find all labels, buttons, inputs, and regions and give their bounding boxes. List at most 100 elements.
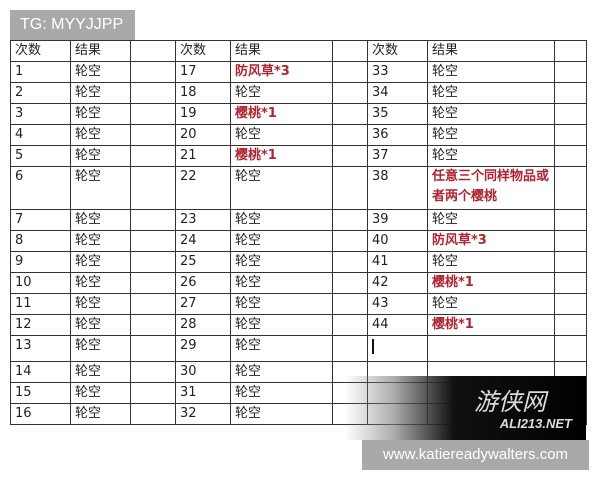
num-cell[interactable]: 33 xyxy=(367,61,428,83)
num-cell[interactable]: 21 xyxy=(175,145,231,167)
num-cell[interactable]: 30 xyxy=(175,361,231,383)
result-cell[interactable]: 轮空 xyxy=(230,403,333,425)
result-cell[interactable]: 轮空 xyxy=(230,166,333,210)
empty-cell[interactable] xyxy=(554,230,587,252)
num-cell[interactable]: 31 xyxy=(175,382,231,404)
result-cell[interactable]: 轮空 xyxy=(230,251,333,273)
empty-cell[interactable] xyxy=(332,82,368,104)
result-cell[interactable]: 轮空 xyxy=(70,293,131,315)
result-cell[interactable] xyxy=(427,335,555,362)
empty-cell[interactable] xyxy=(332,293,368,315)
result-cell[interactable]: 轮空 xyxy=(230,335,333,362)
result-cell[interactable]: 轮空 xyxy=(427,61,555,83)
empty-cell[interactable] xyxy=(554,61,587,83)
empty-cell[interactable] xyxy=(332,61,368,83)
empty-cell[interactable] xyxy=(130,314,176,336)
num-cell[interactable]: 14 xyxy=(10,361,71,383)
result-cell[interactable]: 轮空 xyxy=(230,124,333,146)
result-cell[interactable]: 轮空 xyxy=(427,103,555,125)
num-cell[interactable]: 5 xyxy=(10,145,71,167)
num-cell[interactable]: 37 xyxy=(367,145,428,167)
result-cell[interactable]: 轮空 xyxy=(70,82,131,104)
result-cell[interactable]: 轮空 xyxy=(230,82,333,104)
num-cell[interactable]: 38 xyxy=(367,166,428,210)
empty-cell[interactable] xyxy=(554,145,587,167)
empty-cell[interactable] xyxy=(554,272,587,294)
header-result[interactable]: 结果 xyxy=(230,40,333,62)
empty-cell[interactable] xyxy=(554,335,587,362)
num-cell[interactable]: 26 xyxy=(175,272,231,294)
num-cell[interactable]: 24 xyxy=(175,230,231,252)
num-cell[interactable] xyxy=(367,335,428,362)
num-cell[interactable]: 22 xyxy=(175,166,231,210)
result-cell[interactable]: 轮空 xyxy=(427,124,555,146)
num-cell[interactable]: 41 xyxy=(367,251,428,273)
empty-cell[interactable] xyxy=(332,272,368,294)
result-cell[interactable]: 轮空 xyxy=(427,82,555,104)
num-cell[interactable]: 17 xyxy=(175,61,231,83)
num-cell[interactable]: 7 xyxy=(10,209,71,231)
empty-cell[interactable] xyxy=(554,166,587,210)
result-cell[interactable]: 轮空 xyxy=(70,145,131,167)
num-cell[interactable]: 1 xyxy=(10,61,71,83)
header-result[interactable]: 结果 xyxy=(427,40,555,62)
num-cell[interactable]: 43 xyxy=(367,293,428,315)
header-result[interactable]: 结果 xyxy=(70,40,131,62)
num-cell[interactable]: 40 xyxy=(367,230,428,252)
result-cell[interactable]: 防风草*3 xyxy=(427,230,555,252)
result-cell[interactable]: 轮空 xyxy=(230,382,333,404)
num-cell[interactable]: 34 xyxy=(367,82,428,104)
num-cell[interactable]: 27 xyxy=(175,293,231,315)
empty-cell[interactable] xyxy=(332,124,368,146)
result-cell[interactable]: 樱桃*1 xyxy=(427,272,555,294)
result-cell[interactable]: 轮空 xyxy=(230,293,333,315)
empty-cell[interactable] xyxy=(332,145,368,167)
num-cell[interactable]: 9 xyxy=(10,251,71,273)
empty-cell[interactable] xyxy=(130,272,176,294)
empty-cell[interactable] xyxy=(332,103,368,125)
empty-cell[interactable] xyxy=(130,403,176,425)
empty-cell[interactable] xyxy=(130,293,176,315)
result-cell[interactable]: 轮空 xyxy=(427,209,555,231)
result-cell[interactable]: 樱桃*1 xyxy=(230,145,333,167)
num-cell[interactable]: 23 xyxy=(175,209,231,231)
empty-cell[interactable] xyxy=(332,251,368,273)
result-cell[interactable]: 轮空 xyxy=(70,103,131,125)
empty-cell[interactable] xyxy=(130,145,176,167)
num-cell[interactable]: 16 xyxy=(10,403,71,425)
result-cell[interactable]: 轮空 xyxy=(70,124,131,146)
empty-cell[interactable] xyxy=(130,103,176,125)
empty-cell[interactable] xyxy=(332,166,368,210)
num-cell[interactable]: 36 xyxy=(367,124,428,146)
header-num[interactable]: 次数 xyxy=(10,40,71,62)
num-cell[interactable]: 4 xyxy=(10,124,71,146)
empty-cell[interactable] xyxy=(130,82,176,104)
empty-cell[interactable] xyxy=(130,124,176,146)
header-num[interactable]: 次数 xyxy=(367,40,428,62)
num-cell[interactable]: 6 xyxy=(10,166,71,210)
num-cell[interactable]: 13 xyxy=(10,335,71,362)
empty-cell[interactable] xyxy=(554,82,587,104)
empty-cell[interactable] xyxy=(130,166,176,210)
empty-cell[interactable] xyxy=(130,335,176,362)
result-cell[interactable]: 轮空 xyxy=(70,403,131,425)
num-cell[interactable]: 18 xyxy=(175,82,231,104)
header-num[interactable]: 次数 xyxy=(175,40,231,62)
result-cell[interactable]: 轮空 xyxy=(70,382,131,404)
empty-cell[interactable] xyxy=(130,251,176,273)
empty-cell[interactable] xyxy=(554,293,587,315)
empty-cell[interactable] xyxy=(554,251,587,273)
num-cell[interactable]: 2 xyxy=(10,82,71,104)
empty-cell[interactable] xyxy=(130,361,176,383)
result-cell[interactable]: 樱桃*1 xyxy=(230,103,333,125)
num-cell[interactable]: 39 xyxy=(367,209,428,231)
empty-cell[interactable] xyxy=(554,314,587,336)
result-cell[interactable]: 轮空 xyxy=(230,361,333,383)
result-cell[interactable]: 轮空 xyxy=(70,272,131,294)
num-cell[interactable]: 15 xyxy=(10,382,71,404)
result-cell[interactable]: 轮空 xyxy=(230,314,333,336)
result-cell[interactable]: 轮空 xyxy=(70,314,131,336)
result-cell[interactable]: 轮空 xyxy=(230,272,333,294)
empty-cell[interactable] xyxy=(332,209,368,231)
empty-cell[interactable] xyxy=(554,209,587,231)
